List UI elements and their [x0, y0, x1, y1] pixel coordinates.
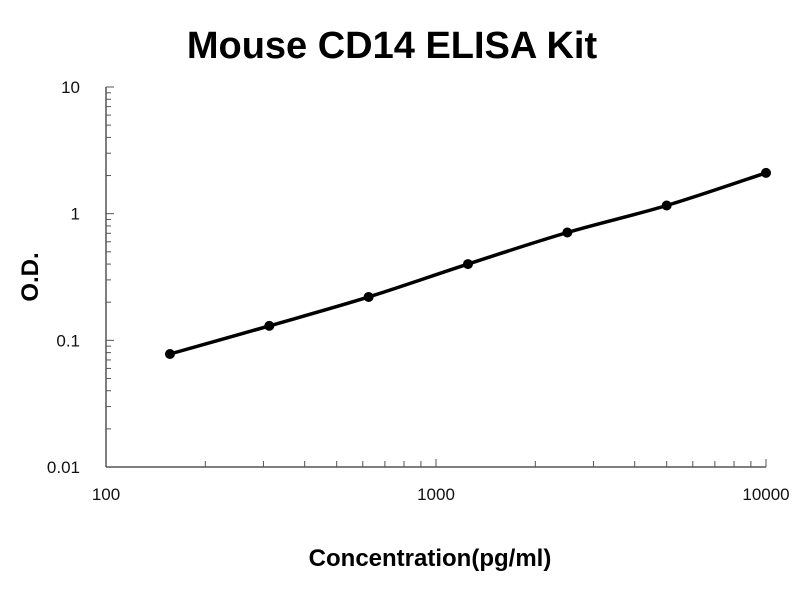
y-axis-label: O.D.	[17, 252, 44, 301]
x-tick-label: 1000	[417, 485, 455, 504]
x-axis-label: Concentration(pg/ml)	[309, 545, 552, 572]
y-tick-label: 10	[61, 78, 80, 97]
data-point	[264, 320, 275, 331]
y-tick-label: 0.01	[47, 458, 80, 477]
x-tick-label: 10000	[742, 485, 789, 504]
x-tick-label: 100	[92, 485, 120, 504]
y-tick-label: 0.1	[56, 331, 80, 350]
data-point	[761, 167, 771, 178]
data-point	[562, 227, 573, 238]
data-point	[462, 259, 473, 270]
data-point	[164, 349, 175, 360]
chart-title: Mouse CD14 ELISA Kit	[187, 25, 598, 67]
y-tick-label: 1	[71, 205, 80, 224]
data-point	[661, 200, 672, 211]
data-point	[363, 291, 374, 302]
